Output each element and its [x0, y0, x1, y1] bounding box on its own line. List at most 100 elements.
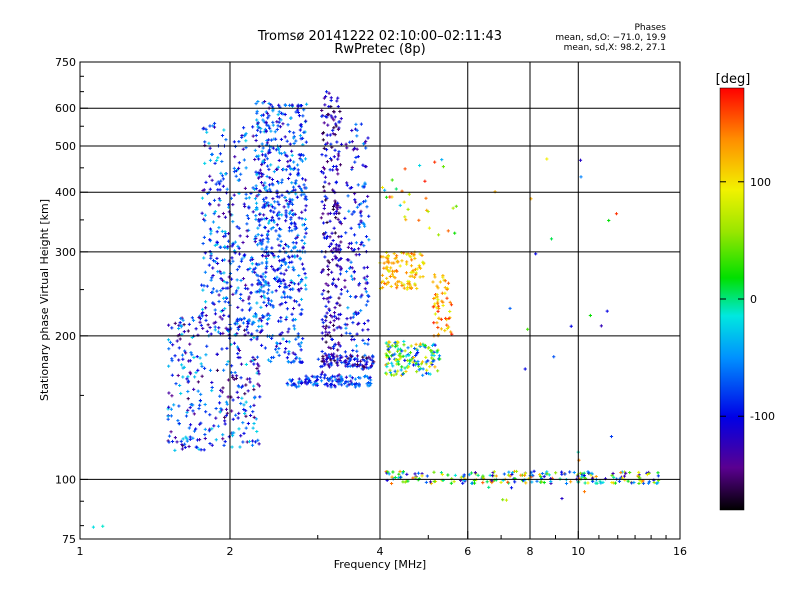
data-point	[194, 445, 198, 449]
data-point	[333, 148, 337, 152]
data-point	[255, 371, 259, 375]
data-point	[418, 252, 422, 256]
data-point	[350, 212, 354, 216]
data-point	[408, 351, 413, 355]
data-point	[451, 206, 455, 210]
data-point	[230, 431, 234, 435]
data-point	[170, 394, 174, 398]
data-point	[344, 380, 348, 384]
data-point	[216, 269, 220, 274]
data-point	[264, 256, 269, 261]
data-point	[220, 133, 225, 138]
data-point	[365, 375, 370, 379]
data-point	[236, 416, 240, 420]
data-point	[185, 377, 189, 381]
data-point	[441, 303, 445, 308]
data-point	[219, 289, 223, 293]
data-point	[328, 133, 332, 137]
data-point	[333, 306, 337, 310]
data-point	[487, 485, 491, 489]
data-point	[259, 181, 264, 185]
data-point	[300, 136, 305, 140]
data-point	[402, 283, 406, 287]
data-point	[432, 359, 436, 363]
data-point	[254, 262, 258, 266]
data-point	[362, 266, 366, 270]
data-point	[476, 473, 480, 477]
data-point	[279, 263, 284, 268]
data-point	[186, 379, 191, 383]
data-point	[357, 382, 361, 386]
data-point	[303, 157, 308, 161]
data-point	[261, 272, 265, 276]
data-point	[242, 407, 246, 412]
data-point	[416, 350, 420, 355]
data-point	[256, 233, 260, 237]
data-point	[332, 319, 336, 323]
data-point	[347, 266, 352, 270]
data-point	[367, 366, 371, 370]
data-point	[535, 479, 539, 483]
data-point	[355, 354, 360, 358]
data-point	[601, 480, 605, 484]
data-point	[239, 434, 243, 438]
data-point	[326, 283, 330, 287]
data-point	[277, 103, 281, 107]
data-point	[259, 285, 263, 289]
data-point	[443, 279, 447, 283]
data-point	[278, 266, 282, 270]
data-point	[295, 163, 300, 167]
data-point	[426, 346, 430, 350]
data-point	[304, 140, 308, 144]
data-point	[264, 196, 268, 200]
data-point	[176, 419, 180, 423]
data-point	[173, 354, 177, 358]
data-point	[623, 478, 627, 482]
data-point	[345, 181, 349, 185]
data-point	[177, 326, 181, 331]
data-point	[569, 324, 573, 328]
data-point	[199, 362, 203, 366]
data-point	[507, 470, 511, 474]
data-point	[284, 268, 288, 272]
data-point	[201, 326, 205, 331]
data-point	[188, 342, 192, 346]
data-point	[290, 312, 294, 316]
data-point	[243, 328, 247, 332]
data-point	[239, 362, 244, 366]
data-point	[224, 191, 229, 195]
data-point	[337, 150, 341, 154]
data-point	[423, 179, 427, 183]
data-point	[219, 271, 223, 275]
data-point	[328, 168, 332, 172]
data-point	[236, 166, 241, 170]
data-point	[197, 437, 202, 442]
data-point	[387, 472, 391, 476]
data-point	[181, 375, 185, 379]
data-point	[396, 340, 400, 344]
data-point	[207, 141, 211, 145]
data-point	[327, 325, 331, 329]
data-point	[326, 259, 330, 263]
data-point	[428, 372, 432, 376]
data-point	[417, 368, 421, 372]
data-point	[334, 216, 338, 220]
data-point	[288, 210, 292, 214]
data-point	[287, 202, 291, 206]
data-point	[250, 443, 255, 447]
data-point	[334, 203, 338, 207]
data-point	[232, 377, 236, 381]
data-point	[302, 192, 306, 196]
data-point	[277, 110, 281, 114]
data-point	[437, 354, 442, 358]
data-point	[265, 111, 270, 115]
data-point	[245, 222, 249, 226]
data-point	[283, 242, 288, 247]
data-point	[339, 287, 344, 292]
data-point	[260, 217, 264, 221]
data-point	[264, 129, 268, 133]
data-point	[530, 480, 534, 484]
data-point	[220, 229, 224, 233]
data-point	[267, 283, 271, 288]
data-point	[421, 260, 425, 264]
